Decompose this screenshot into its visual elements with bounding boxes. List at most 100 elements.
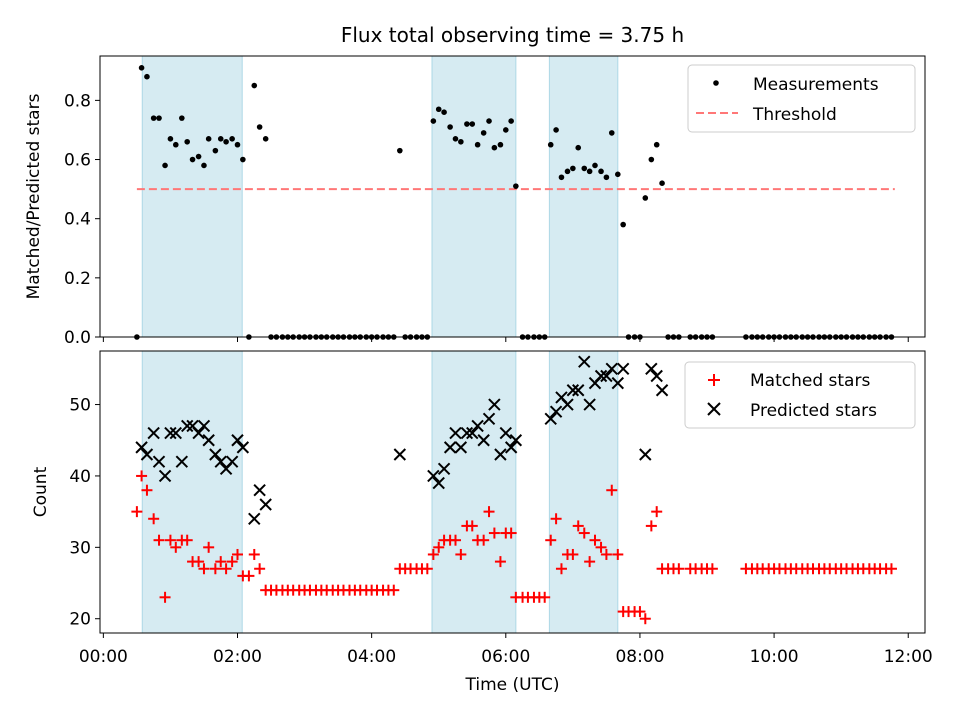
predicted-star-point	[611, 376, 625, 390]
predicted-star-point	[147, 426, 160, 440]
matched-star-point	[215, 556, 227, 568]
matched-star-point	[203, 541, 215, 553]
matched-star-point	[388, 584, 400, 596]
measurement-point	[642, 195, 649, 201]
matched-star-point	[478, 534, 490, 546]
measurement-point	[435, 106, 442, 113]
predicted-star-point	[140, 448, 154, 461]
predicted-star-point	[437, 462, 451, 476]
bottom-y-tick-label: 40	[69, 467, 91, 487]
matched-star-point	[600, 548, 612, 560]
matched-star-point	[243, 570, 255, 582]
x-tick-label: 10:00	[750, 647, 799, 667]
predicted-star-point	[488, 398, 501, 411]
matched-star-point	[254, 563, 266, 575]
matched-star-point	[584, 556, 596, 568]
top-y-tick-label: 0.4	[64, 210, 91, 230]
x-tick-label: 04:00	[347, 647, 396, 667]
predicted-star-point	[432, 476, 445, 490]
observing-window-bottom-2	[548, 350, 619, 634]
measurement-point	[586, 168, 593, 175]
predicted-star-point	[471, 419, 484, 433]
matched-star-point	[220, 563, 232, 575]
measurement-point	[491, 144, 498, 151]
predicted-star-point	[449, 426, 462, 440]
measurement-point	[480, 130, 487, 136]
measurement-point	[458, 138, 464, 145]
observing-window-bottom-0	[141, 350, 243, 634]
legend-matched-label: Matched stars	[750, 371, 870, 391]
predicted-star-point	[561, 398, 574, 411]
predicted-star-point	[549, 405, 563, 418]
measurement-point	[441, 109, 447, 115]
measurement-point	[497, 141, 504, 148]
predicted-star-point	[477, 434, 490, 447]
predicted-star-point	[393, 448, 407, 461]
predicted-star-point	[231, 434, 244, 447]
observing-window-bottom-1	[431, 350, 517, 634]
matched-star-point	[505, 527, 517, 539]
top-y-tick-label: 0.2	[64, 269, 91, 289]
matched-star-point	[550, 513, 562, 525]
observing-window-top-1	[431, 55, 517, 338]
matched-star-point	[612, 548, 624, 560]
predicted-star-point	[443, 441, 457, 454]
x-tick-label: 06:00	[481, 647, 530, 667]
top-y-tick-label: 0.6	[64, 151, 91, 171]
matched-star-point	[578, 527, 590, 539]
matched-star-point	[181, 534, 193, 546]
bottom-legend: Matched stars Predicted stars	[684, 361, 916, 429]
predicted-star-point	[209, 448, 222, 461]
measurement-point	[508, 118, 514, 124]
measurement-point	[547, 141, 554, 148]
predicted-star-point	[504, 441, 518, 454]
measurement-point	[570, 165, 576, 172]
matched-star-point	[449, 534, 461, 546]
matched-star-point	[170, 541, 182, 553]
matched-star-point	[595, 541, 607, 553]
predicted-star-point	[158, 469, 172, 483]
bottom-y-ticks: 20 30 40 50	[69, 396, 100, 630]
measurement-point	[469, 121, 476, 127]
top-y-tick-label: 0.0	[64, 328, 91, 348]
measurement-point	[659, 180, 665, 186]
measurement-point	[167, 136, 174, 142]
matched-star-point	[421, 563, 433, 575]
predicted-star-point	[639, 448, 652, 461]
bottom-axes-frame	[99, 350, 926, 634]
predicted-star-point	[650, 369, 663, 383]
predicted-star-point	[544, 412, 557, 426]
x-tick-label: 02:00	[213, 647, 262, 667]
matched-star-point	[427, 548, 439, 560]
measurement-point	[397, 147, 403, 154]
measurement-point	[430, 118, 437, 124]
matched-star-point	[209, 563, 221, 575]
measurement-point	[513, 183, 519, 189]
measurement-point	[201, 162, 207, 169]
measurement-point	[217, 136, 224, 142]
measurement-point	[615, 171, 621, 178]
ratio-panel: 0.00.20.40.60.8 Matched/Predicted stars …	[24, 55, 926, 348]
predicted-star-point	[175, 455, 189, 468]
measurement-point	[648, 156, 655, 163]
matched-star-point	[466, 520, 478, 532]
matched-star-point	[639, 613, 651, 625]
measurement-point	[138, 65, 145, 71]
measurement-point	[240, 156, 246, 163]
legend-matched-marker	[708, 374, 720, 386]
measurement-point	[144, 73, 150, 80]
predicted-star-point	[197, 419, 211, 433]
predicted-star-point	[202, 434, 215, 447]
matched-star-point	[164, 534, 176, 546]
matched-star-point	[673, 563, 685, 575]
predicted-star-point	[494, 448, 507, 461]
predicted-star-point	[192, 426, 205, 440]
measurement-point	[608, 130, 615, 136]
measurement-point	[653, 141, 660, 148]
predicted-star-point	[135, 441, 148, 454]
predicted-star-point	[594, 369, 608, 383]
predicted-star-point	[616, 362, 630, 376]
measurement-point	[553, 127, 559, 133]
matched-star-point	[248, 548, 260, 560]
